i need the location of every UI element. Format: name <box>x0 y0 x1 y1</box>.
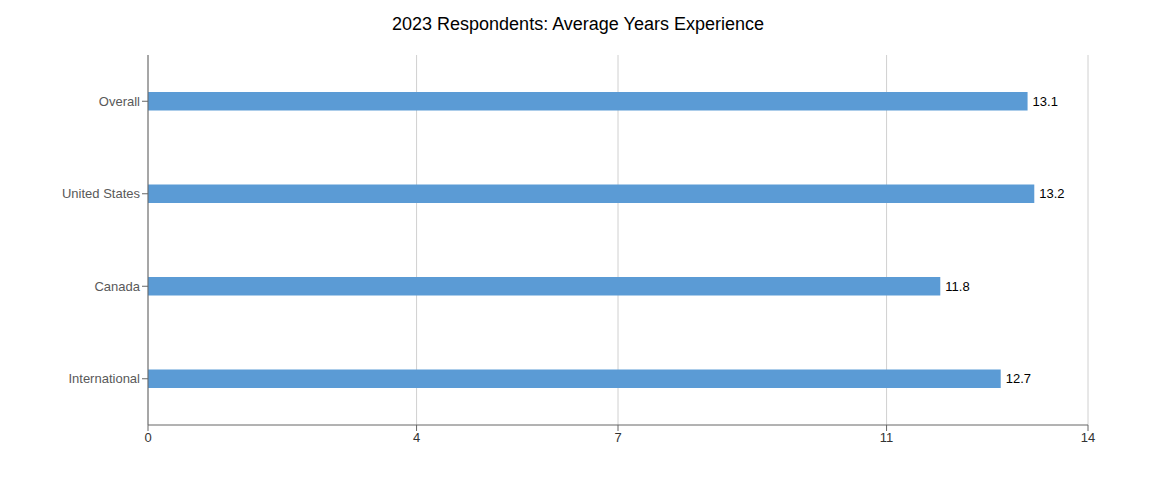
svg-text:Overall: Overall <box>99 94 140 109</box>
svg-text:7: 7 <box>614 430 621 445</box>
svg-text:11: 11 <box>880 430 894 445</box>
svg-text:11.8: 11.8 <box>945 279 969 294</box>
svg-text:13.1: 13.1 <box>1033 94 1058 109</box>
svg-text:International: International <box>68 371 140 386</box>
svg-text:0: 0 <box>144 430 151 445</box>
html-text:2023 Respondents: Average Year: 2023 Respondents: Average Years Experien… <box>392 14 764 34</box>
svg-text:12.7: 12.7 <box>1006 371 1031 386</box>
svg-text:4: 4 <box>413 430 420 445</box>
svg-text:Canada: Canada <box>94 279 140 294</box>
svg-text:13.2: 13.2 <box>1039 186 1064 201</box>
svg-text:United States: United States <box>62 186 141 201</box>
svg-text:14: 14 <box>1081 430 1095 445</box>
